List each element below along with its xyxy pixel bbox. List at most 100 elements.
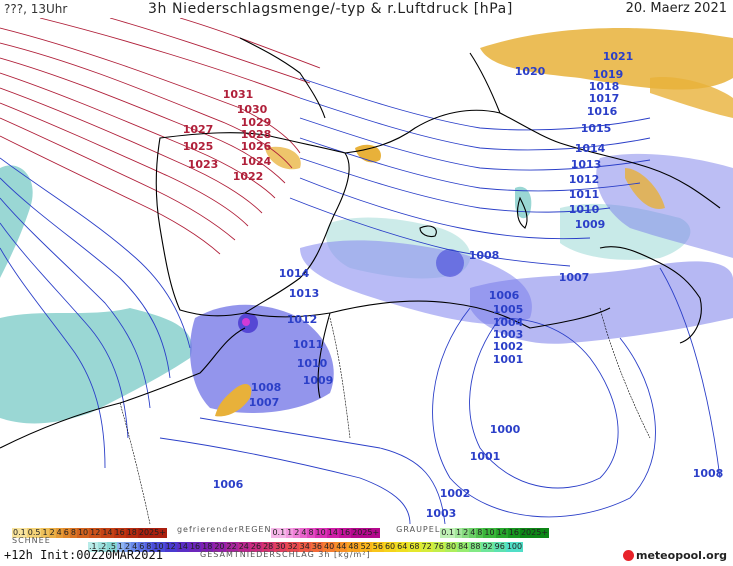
legend-graupel-title: GRAUPEL — [396, 524, 441, 534]
isobar-label: 1031 — [223, 88, 254, 101]
legend-swatch: 8 — [145, 541, 153, 552]
isobar-label: 1027 — [183, 123, 214, 136]
isobar-label: 1026 — [241, 140, 272, 153]
legend-swatch: 76 — [432, 541, 445, 552]
legend-swatch: 44 — [335, 541, 348, 552]
legend-swatch: 2 — [293, 527, 301, 538]
map-date: 20. Maerz 2021 — [625, 1, 727, 16]
isobar-label: 1017 — [589, 92, 620, 105]
isobar-label: 1019 — [593, 68, 624, 81]
legend-swatch: 8 — [69, 527, 77, 538]
legend-swatch: 2025+ — [137, 527, 167, 538]
legend-swatch: 30 — [274, 541, 287, 552]
meteopool-logo[interactable]: meteopool.org — [623, 549, 727, 562]
legend-swatch: 24 — [237, 541, 250, 552]
isobar-label: 1014 — [279, 267, 310, 280]
isobar-label: 1018 — [589, 80, 620, 93]
isobars-low-pressure — [0, 77, 721, 524]
legend-swatch: 2025+ — [519, 527, 550, 538]
map-title: 3h Niederschlagsmenge/-typ & r.Luftdruck… — [148, 1, 513, 17]
coastlines — [0, 37, 721, 449]
legend-swatch: 18 — [201, 541, 214, 552]
legend-snow-scale: 0.1 0.5 1 2 4 6 8 10 12 14 16 18 2025+ — [12, 520, 167, 539]
isobar-label: 1015 — [581, 122, 612, 135]
legend-swatch: 18 — [125, 527, 138, 538]
isobar-label: 1009 — [575, 218, 606, 231]
isobar-label: 1014 — [575, 142, 606, 155]
legend-swatch: 92 — [481, 541, 494, 552]
isobar-label: 1005 — [493, 303, 524, 316]
legend-swatch: 16 — [113, 527, 126, 538]
isobar-label: 1011 — [293, 338, 324, 351]
isobars-high-pressure — [0, 18, 321, 255]
isobar-label: 1008 — [469, 249, 500, 262]
isobar-label: 1010 — [569, 203, 600, 216]
legend-swatch: 4 — [469, 527, 477, 538]
legend-swatch: 52 — [359, 541, 372, 552]
legend-swatch: 14 — [176, 541, 189, 552]
legend-freezing-title: gefrierenderREGEN — [176, 524, 272, 534]
legend-total-title-row: GESAMTNIEDERSCHLAG 3h [kg/m²] — [200, 549, 371, 559]
isobar-label: 1006 — [489, 289, 520, 302]
legend-swatch: 14 — [326, 527, 339, 538]
isobar-label: 1007 — [559, 271, 590, 284]
legend-swatch: 1 — [116, 541, 125, 552]
legend-swatch: 40 — [323, 541, 336, 552]
model-run-label: +12h Init:00Z20MAR2021 — [4, 548, 163, 562]
legend-swatch: 48 — [347, 541, 360, 552]
valid-time-label: ???, 13Uhr — [4, 2, 68, 16]
legend-snow-label-row: SCHNEE — [12, 535, 51, 545]
legend-swatch: 2025+ — [351, 527, 381, 538]
legend-swatch: 0.1 — [271, 527, 287, 538]
isobar-label: 1024 — [241, 155, 272, 168]
isobar-label: 1003 — [493, 328, 524, 341]
legend-swatch: 16 — [338, 527, 352, 538]
legend-swatch: 0.1 — [12, 527, 27, 538]
isobar-label: 1012 — [569, 173, 600, 186]
legend-swatch: 64 — [396, 541, 409, 552]
legend-swatch: .5 — [107, 541, 117, 552]
legend-swatch: 68 — [408, 541, 421, 552]
legend-swatch: 72 — [420, 541, 433, 552]
isobar-label: 1010 — [297, 357, 328, 370]
legend-swatch: .1 — [88, 541, 98, 552]
isobar-label: 1028 — [241, 128, 272, 141]
legend-swatch: 1 — [41, 527, 49, 538]
legend-swatch: 96 — [493, 541, 506, 552]
legend-swatch: 1 — [286, 527, 294, 538]
legend-top-row: 0.1 0.5 1 2 4 6 8 10 12 14 16 18 2025+ gefrierenderR… — [12, 524, 550, 538]
legend-swatch: 100 — [505, 541, 524, 552]
legend-freezing-scale: 0.1 1 2 4 8 10 14 16 2025+ — [271, 520, 381, 539]
legend-swatch: 36 — [310, 541, 324, 552]
legend-snow-title: SCHNEE — [12, 535, 51, 545]
legend-swatch: 22 — [225, 541, 238, 552]
isobar-label: 1025 — [183, 140, 214, 153]
legend-swatch: 56 — [371, 541, 384, 552]
legend-swatch: 16 — [507, 527, 520, 538]
isobar-label: 1007 — [249, 396, 280, 409]
legend-swatch: 4 — [131, 541, 139, 552]
legend-total-title: GESAMTNIEDERSCHLAG 3h [kg/m²] — [200, 549, 371, 559]
legend-swatch: 32 — [286, 541, 299, 552]
legend-swatch: 88 — [469, 541, 482, 552]
legend-swatch: 6 — [62, 527, 70, 538]
legend-swatch: 10 — [76, 527, 90, 538]
legend-graupel-scale: 0.1 1 2 4 8 10 14 16 2025+ — [440, 520, 550, 539]
legend-swatch: 0.1 — [440, 527, 456, 538]
legend-total-scale: .1.2.5 1 2 4 6 8 10 12 14 16 18 20 22 24 26 28 30 32 34 36 4… — [88, 534, 524, 553]
isobar-label: 1022 — [233, 170, 264, 183]
isobar-label: 1006 — [213, 478, 244, 491]
legend-swatch: 10 — [483, 527, 496, 538]
legend-swatch: 80 — [444, 541, 458, 552]
legend-swatch: 4 — [300, 527, 308, 538]
logo-text: meteopool.org — [636, 549, 727, 562]
isobar-label: 1002 — [440, 487, 471, 500]
legend-swatch: 14 — [101, 527, 114, 538]
legend-swatch: 8 — [307, 527, 315, 538]
legend-swatch: 2 — [462, 527, 470, 538]
isobar-label: 1013 — [571, 158, 602, 171]
isobar-label: 1029 — [241, 116, 272, 129]
